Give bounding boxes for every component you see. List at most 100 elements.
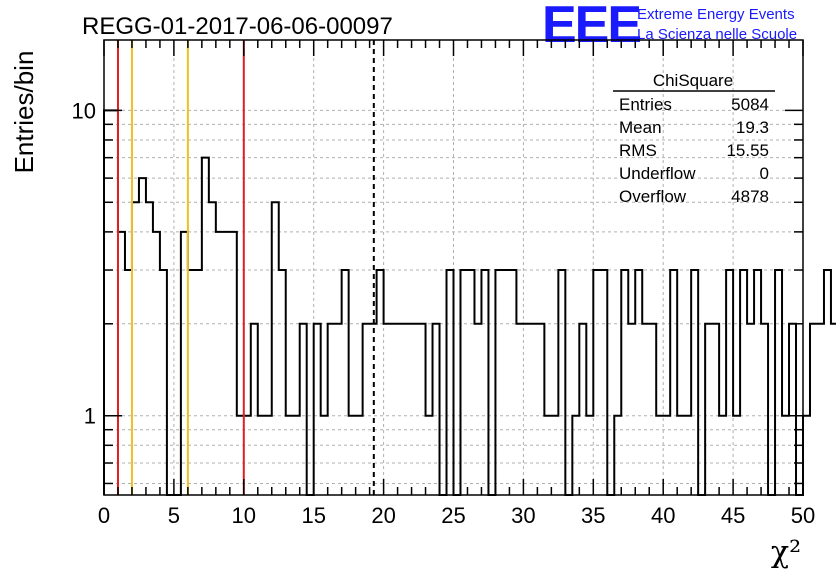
histogram-bin: [663, 416, 670, 495]
histogram-outline: [103, 109, 836, 496]
histogram-bin: [579, 324, 586, 495]
histogram-bin: [279, 270, 286, 495]
histogram-bin: [523, 324, 530, 495]
histogram-bin: [761, 324, 768, 495]
histogram-bin: [132, 202, 139, 495]
eee-logo-mark: EEE: [542, 0, 640, 54]
histogram-bin: [286, 416, 293, 495]
histogram-bin: [412, 324, 419, 495]
histogram-bin: [544, 416, 551, 495]
histogram-bin: [237, 416, 244, 495]
histogram-bin: [104, 110, 111, 495]
histogram-bin: [733, 416, 740, 495]
stats-value-rms: 15.55: [726, 141, 769, 160]
histogram-bin: [356, 416, 363, 495]
stats-value-underflow: 0: [760, 164, 769, 183]
histogram-bin: [537, 324, 544, 495]
y-tick-label: 10: [72, 98, 96, 123]
histogram-bin: [670, 270, 677, 495]
histogram-bin: [656, 416, 663, 495]
stats-label-overflow: Overflow: [619, 187, 687, 206]
histogram-bin: [691, 270, 698, 495]
histogram-bin: [635, 270, 642, 495]
x-tick-label: 5: [168, 503, 180, 528]
x-tick-label: 40: [651, 503, 675, 528]
histogram-bin: [460, 270, 467, 495]
histogram-bin: [188, 270, 195, 495]
histogram-bin: [223, 232, 230, 495]
histogram-bin: [586, 416, 593, 495]
y-axis-label: Entries/bin: [9, 51, 39, 174]
histogram-bin: [824, 270, 831, 495]
histogram-bin: [398, 324, 405, 495]
histogram-bin: [782, 416, 789, 495]
histogram-bin: [293, 416, 300, 495]
histogram-bin: [377, 270, 384, 495]
histogram-bin: [216, 232, 223, 495]
histogram-bin: [740, 270, 747, 495]
histogram-bin: [467, 270, 474, 495]
histogram-bin: [118, 232, 125, 495]
histogram-bin: [817, 324, 824, 495]
histogram-bin: [810, 324, 817, 495]
histogram-bin: [328, 324, 335, 495]
histogram-bin: [502, 270, 509, 495]
histogram-bin: [342, 270, 349, 495]
histogram-bin: [181, 232, 188, 495]
stats-label-rms: RMS: [619, 141, 657, 160]
histogram-bin: [209, 202, 216, 495]
x-tick-label: 10: [232, 503, 256, 528]
histogram-bin: [726, 270, 733, 495]
histogram-bin: [314, 324, 321, 495]
logo-line-2: La Scienza nelle Scuole: [637, 26, 797, 43]
histogram-bin: [258, 416, 265, 495]
histogram-bin: [481, 270, 488, 495]
histogram-bin: [649, 324, 656, 495]
logo-line-1: Extreme Energy Events: [637, 6, 795, 23]
histogram-bin: [495, 270, 502, 495]
histogram-bin: [146, 202, 153, 495]
histogram-bin: [719, 416, 726, 495]
histogram-bin: [265, 416, 272, 495]
histogram-bin: [300, 324, 307, 495]
reference-lines: [116, 40, 375, 495]
stats-label-underflow: Underflow: [619, 164, 696, 183]
histogram-bin: [272, 202, 279, 495]
histogram-bin: [321, 416, 328, 495]
x-tick-label: 50: [791, 503, 815, 528]
histogram-bin: [125, 270, 132, 495]
histogram-bin: [551, 416, 558, 495]
histogram-bin: [775, 270, 782, 495]
histogram-layer: [103, 109, 836, 496]
histogram-bin: [363, 324, 370, 495]
histogram-bin: [572, 416, 579, 495]
histogram-bin: [195, 270, 202, 495]
histogram-bin: [509, 270, 516, 495]
x-axis-label: χ²: [771, 535, 801, 570]
histogram-bin: [349, 416, 356, 495]
histogram-bin: [230, 232, 237, 495]
x-tick-label: 35: [581, 503, 605, 528]
histogram-bin: [244, 416, 251, 495]
x-tick-label: 25: [441, 503, 465, 528]
axes: 0 5 10 15 20 25 30 35 40 45 50 1 10: [72, 39, 815, 528]
histogram-bin: [684, 416, 691, 495]
histogram-bin: [426, 416, 433, 495]
histogram-bin: [600, 270, 607, 495]
stats-title: ChiSquare: [653, 71, 733, 90]
histogram-bin: [447, 270, 454, 495]
stats-label-entries: Entries: [619, 95, 672, 114]
stats-box: ChiSquare Entries 5084 Mean 19.3 RMS 15.…: [613, 71, 775, 206]
chart-title: REGG-01-2017-06-06-00097: [82, 13, 393, 40]
x-tick-label: 20: [371, 503, 395, 528]
y-tick-label: 1: [84, 404, 96, 429]
histogram-bin: [754, 270, 761, 495]
histogram-bin: [391, 324, 398, 495]
histogram-bin: [335, 324, 342, 495]
histogram-bin: [139, 178, 146, 495]
histogram-bin: [789, 324, 796, 495]
histogram-bin: [405, 324, 412, 495]
histogram-bin: [153, 232, 160, 495]
histogram-bin: [593, 270, 600, 495]
stats-value-entries: 5084: [731, 95, 769, 114]
